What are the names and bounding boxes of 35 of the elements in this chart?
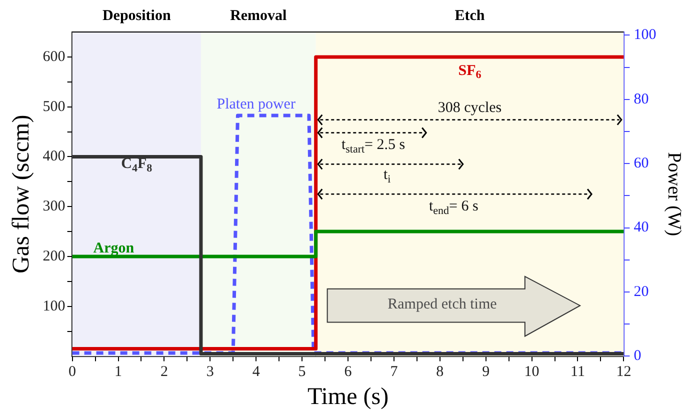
y2-axis-title: Power (W) [664, 152, 685, 236]
annotation: 308 cycles [438, 100, 502, 116]
y-tick-label: 600 [42, 48, 66, 65]
x-tick-label: 8 [436, 364, 444, 380]
x-tick-label: 5 [298, 364, 306, 380]
x-tick-label: 3 [206, 364, 214, 380]
y-tick-label: 500 [42, 98, 66, 115]
y2-tick-label: 80 [634, 91, 649, 108]
y2-tick-label: 60 [634, 156, 649, 172]
x-tick-label: 6 [344, 364, 352, 380]
x-tick-label: 12 [616, 364, 632, 380]
x-tick-label: 2 [160, 364, 168, 380]
y-tick-label: 100 [42, 298, 66, 314]
y2-tick-label: 40 [634, 220, 649, 236]
x-tick-label: 9 [482, 364, 490, 380]
x-tick-label: 4 [252, 364, 260, 380]
y-axis-title: Gas flow (sccm) [8, 114, 35, 274]
y-tick-label: 200 [42, 248, 66, 264]
y-tick-label: 400 [42, 148, 66, 165]
x-tick-label: 0 [68, 364, 76, 380]
y2-tick-label: 20 [634, 284, 649, 300]
series-label: Platen power [216, 96, 296, 112]
annotation: Ramped etch time [388, 296, 498, 312]
y2-tick-label: 100 [634, 27, 656, 44]
x-axis-title: Time (s) [307, 384, 389, 410]
band-label: Removal [230, 8, 287, 24]
y-tick-label: 300 [42, 198, 66, 215]
x-tick-label: 10 [524, 364, 540, 380]
band-label: Etch [454, 8, 486, 24]
series-label: Argon [93, 240, 135, 256]
y2-tick-label: 0 [634, 348, 642, 364]
x-tick-label: 1 [114, 364, 122, 380]
x-tick-label: 11 [570, 364, 585, 380]
x-tick-label: 7 [390, 364, 398, 380]
band-label: Deposition [102, 8, 172, 24]
